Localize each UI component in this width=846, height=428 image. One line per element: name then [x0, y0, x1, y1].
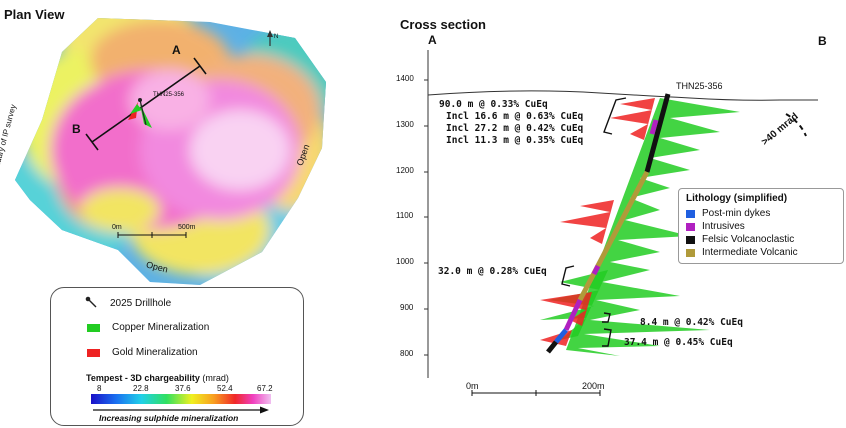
colorbar-tick: 37.6 — [175, 384, 191, 393]
gold-swatch — [87, 348, 100, 357]
lithology-swatch — [686, 235, 695, 244]
legend-drillhole-row: 2025 Drillhole — [85, 296, 172, 310]
legend-gold-row: Gold Mineralization — [87, 347, 198, 358]
y-tick-label: 1200 — [396, 166, 414, 175]
lithology-item-label: Post-min dykes — [702, 208, 771, 219]
colorbar-title: Tempest - 3D chargeability — [86, 373, 200, 383]
y-tick-label: 1000 — [396, 257, 414, 266]
plan-drill-trace — [128, 98, 152, 128]
copper-swatch — [87, 323, 100, 332]
cross-section-title: Cross section — [400, 17, 486, 32]
scale-500m-label: 500m — [178, 224, 196, 231]
lithology-item: Intrusives — [686, 221, 745, 232]
section-label-b: B — [818, 34, 827, 48]
lithology-swatch — [686, 248, 695, 257]
section-scale-200m: 200m — [582, 381, 605, 391]
y-tick-label: 1400 — [396, 74, 414, 83]
legend-copper-label: Copper Mineralization — [112, 322, 210, 333]
intercept-label: Incl 11.3 m @ 0.35% CuEq — [446, 135, 584, 146]
lithology-item-label: Felsic Volcanoclastic — [702, 234, 795, 245]
lithology-item: Intermediate Volcanic — [686, 247, 798, 258]
section-drillhole-label: THN25-356 — [676, 81, 723, 91]
plan-label-b: B — [72, 122, 81, 136]
intercept-label: 32.0 m @ 0.28% CuEq — [438, 266, 547, 277]
lithology-legend: Lithology (simplified) Post-min dykes In… — [678, 188, 844, 264]
colorbar-tick: 22.8 — [133, 384, 149, 393]
intercept-label: 37.4 m @ 0.45% CuEq — [624, 337, 733, 348]
arrow-icon — [93, 406, 269, 414]
colorbar-tick: 8 — [97, 384, 102, 393]
y-tick-label: 800 — [400, 349, 414, 358]
arrow-caption: Increasing sulphide mineralization — [99, 413, 239, 423]
lithology-title: Lithology (simplified) — [686, 193, 788, 204]
mrad-label: >40 mrad — [759, 111, 801, 148]
colorbar — [91, 394, 271, 404]
scale-0m-label: 0m — [112, 224, 122, 231]
section-scale-0m: 0m — [466, 381, 479, 391]
legend-gold-label: Gold Mineralization — [112, 347, 198, 358]
plan-label-a: A — [172, 43, 181, 57]
lithology-swatch — [686, 209, 695, 218]
y-tick-label: 1100 — [396, 211, 414, 220]
colorbar-title-row: Tempest - 3D chargeability (mrad) — [86, 373, 229, 383]
north-label: N — [274, 34, 279, 40]
colorbar-tick: 67.2 — [257, 384, 273, 393]
legend-drillhole-label: 2025 Drillhole — [110, 297, 172, 309]
plan-view-title: Plan View — [4, 7, 65, 22]
lithology-item: Felsic Volcanoclastic — [686, 234, 794, 245]
y-tick-label: 1300 — [396, 120, 414, 129]
lithology-swatch — [686, 222, 695, 231]
intercept-label: Incl 27.2 m @ 0.42% CuEq — [446, 123, 584, 134]
y-tick-label: 900 — [400, 303, 414, 312]
lithology-item: Post-min dykes — [686, 208, 770, 219]
lithology-item-label: Intermediate Volcanic — [702, 247, 798, 258]
lithology-item-label: Intrusives — [702, 221, 745, 232]
intercept-label: 90.0 m @ 0.33% CuEq — [439, 99, 548, 110]
plan-drillhole-label: THN25-356 — [153, 92, 185, 98]
plan-legend: 2025 Drillhole Copper Mineralization Gol… — [50, 287, 304, 426]
legend-copper-row: Copper Mineralization — [87, 322, 209, 333]
chargeability-map — [15, 18, 326, 285]
section-label-a: A — [428, 33, 437, 47]
colorbar-tick: 52.4 — [217, 384, 233, 393]
drillhole-icon — [85, 296, 97, 308]
colorbar-unit: (mrad) — [202, 373, 229, 383]
intercept-label: 8.4 m @ 0.42% CuEq — [640, 317, 743, 328]
intercept-label: Incl 16.6 m @ 0.63% CuEq — [446, 111, 584, 122]
